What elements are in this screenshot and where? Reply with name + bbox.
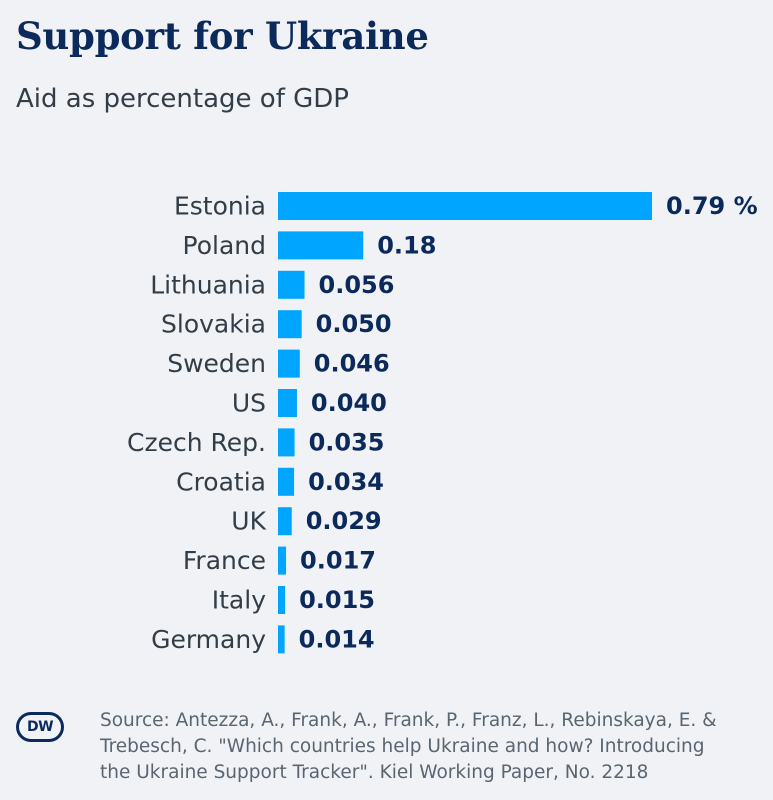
value-label: 0.056 bbox=[319, 271, 395, 299]
bar bbox=[278, 467, 295, 496]
category-label: UK bbox=[231, 507, 266, 536]
bar bbox=[278, 546, 287, 575]
category-label: Poland bbox=[183, 231, 266, 260]
value-label: 0.014 bbox=[299, 625, 375, 653]
bar bbox=[278, 349, 300, 378]
value-label: 0.046 bbox=[314, 350, 390, 378]
chart-title: Support for Ukraine bbox=[16, 14, 429, 58]
source-note: Source: Antezza, A., Frank, A., Frank, P… bbox=[100, 710, 717, 783]
value-label: 0.040 bbox=[311, 389, 387, 417]
bar-chart: Estonia 0.79 % Poland 0.18 Lithuania 0.056 Slo… bbox=[127, 192, 758, 654]
value-label: 0.034 bbox=[308, 468, 384, 496]
value-label: 0.017 bbox=[300, 547, 376, 575]
chart-subtitle: Aid as percentage of GDP bbox=[16, 84, 349, 114]
bars-group: Estonia 0.79 % Poland 0.18 Lithuania 0.056 Slo… bbox=[127, 192, 758, 654]
value-label: 0.015 bbox=[299, 586, 375, 614]
value-label: 0.79 % bbox=[666, 192, 758, 220]
dw-logo-icon: DW bbox=[16, 712, 64, 742]
category-label: Croatia bbox=[176, 467, 266, 496]
bar bbox=[278, 507, 292, 536]
category-label: Germany bbox=[151, 625, 266, 654]
category-label: Sweden bbox=[167, 349, 266, 378]
bar bbox=[278, 192, 652, 220]
category-label: Estonia bbox=[174, 192, 266, 221]
bar bbox=[278, 270, 305, 299]
category-label: US bbox=[232, 389, 266, 418]
bar bbox=[278, 231, 364, 260]
category-label: Lithuania bbox=[150, 270, 266, 299]
category-label: France bbox=[183, 546, 266, 575]
bar bbox=[278, 586, 286, 614]
bar bbox=[278, 310, 302, 339]
value-label: 0.18 bbox=[377, 231, 436, 259]
value-label: 0.050 bbox=[316, 310, 392, 338]
category-label: Slovakia bbox=[161, 310, 266, 339]
bar bbox=[278, 625, 285, 654]
category-label: Czech Rep. bbox=[127, 428, 266, 457]
value-label: 0.029 bbox=[306, 507, 382, 535]
value-label: 0.035 bbox=[309, 428, 385, 456]
bar bbox=[278, 428, 295, 457]
category-label: Italy bbox=[212, 586, 266, 615]
bar bbox=[278, 389, 297, 417]
